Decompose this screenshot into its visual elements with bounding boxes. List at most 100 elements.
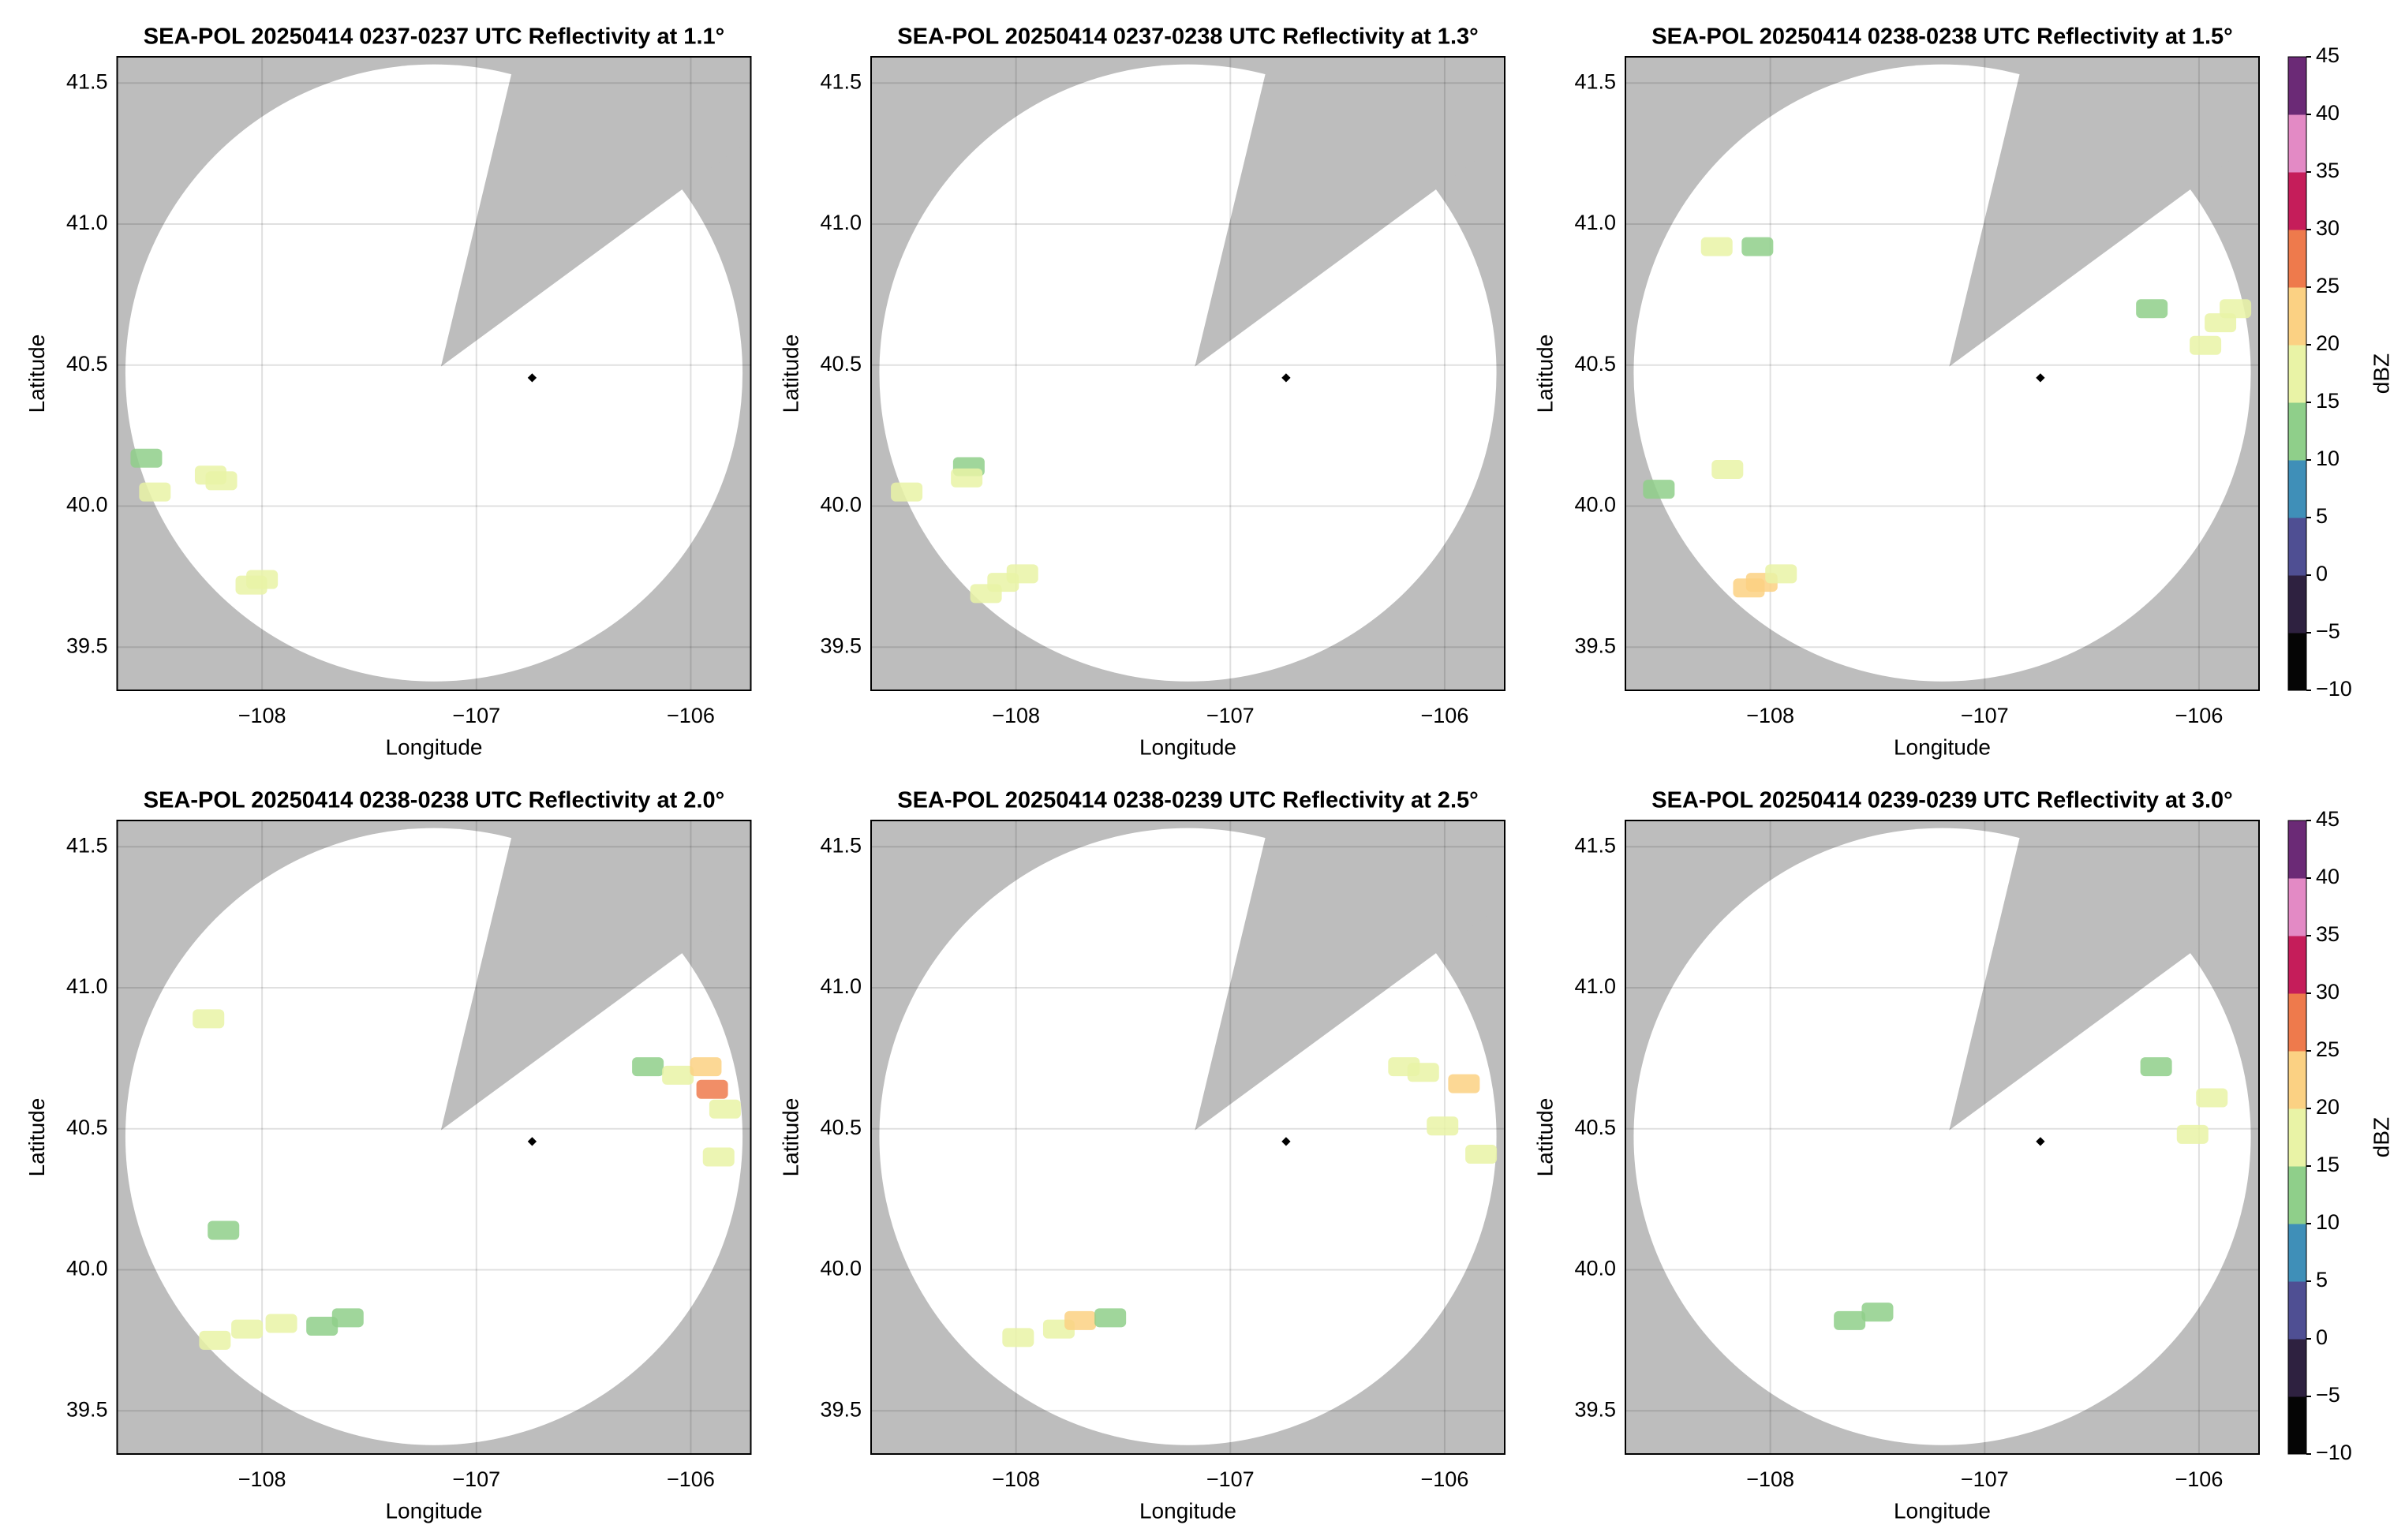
axes-frame: [1625, 820, 2260, 1455]
blocked-sector: [1195, 57, 1505, 367]
echo: [1407, 1063, 1439, 1082]
y-tick-label: 41.0: [820, 974, 862, 998]
y-tick-label: 39.5: [820, 1397, 862, 1421]
panel: −108 −107 −106 39.5 40.0 40.5 41.0 41.5 SEA-POL …: [1532, 788, 2393, 1523]
colorbar-tick-label: 35: [2316, 922, 2340, 946]
echo: [1465, 1144, 1498, 1164]
colorbar-segment: [2288, 575, 2306, 634]
y-tick-label: 41.5: [66, 833, 108, 857]
x-tick-label: −106: [2175, 1467, 2224, 1491]
colorbar-tick-label: 5: [2316, 504, 2328, 528]
y-tick-label: 41.5: [1574, 833, 1616, 857]
plot-area: [871, 57, 1505, 690]
radar-site: [527, 373, 537, 383]
colorbar-tick-label: 45: [2316, 43, 2340, 67]
echo: [1700, 237, 1733, 256]
colorbar-segment: [2288, 402, 2306, 461]
echo: [1834, 1310, 1866, 1330]
echo: [696, 1079, 728, 1099]
colorbar-segment: [2288, 460, 2306, 518]
colorbar-frame: [2287, 820, 2307, 1455]
plot-area: [1625, 820, 2259, 1454]
echo: [246, 570, 279, 589]
y-tick-label: 41.5: [66, 69, 108, 93]
x-tick-label: −108: [992, 1467, 1040, 1491]
x-axis-label: Longitude: [1139, 734, 1236, 759]
y-axis-label: Latitude: [1532, 335, 1557, 413]
colorbar-segment: [2288, 287, 2306, 346]
colorbar-segment: [2288, 993, 2306, 1052]
colorbar-segment: [2288, 1224, 2306, 1282]
y-tick-label: 39.5: [66, 634, 108, 657]
y-tick-label: 40.5: [66, 1116, 108, 1139]
echo: [130, 448, 163, 468]
x-axis-label: Longitude: [1139, 1498, 1236, 1523]
x-tick-label: −108: [1746, 704, 1794, 727]
colorbar-segment: [2288, 57, 2306, 115]
y-axis-label: Latitude: [778, 1098, 802, 1177]
y-tick-label: 40.0: [1574, 493, 1616, 517]
echo: [1711, 460, 1744, 480]
y-tick-label: 40.5: [1574, 1116, 1616, 1139]
echo: [702, 1147, 735, 1167]
y-tick-label: 41.0: [66, 974, 108, 998]
axes-frame: [1625, 56, 2260, 691]
echo: [1094, 1308, 1127, 1328]
y-tick-label: 40.5: [820, 352, 862, 376]
radar-site: [2036, 1137, 2045, 1146]
echo: [1064, 1310, 1097, 1330]
echo: [2140, 1057, 2172, 1077]
colorbar-segment: [2288, 1339, 2306, 1397]
colorbar-tick-label: −5: [2316, 1383, 2340, 1407]
x-tick-label: −106: [667, 1467, 715, 1491]
colorbar-tick-label: 25: [2316, 274, 2340, 297]
axes-frame: [116, 820, 752, 1455]
echo: [709, 1099, 741, 1119]
y-tick-label: 40.0: [820, 1257, 862, 1280]
echo: [1765, 564, 1797, 584]
panel: −108 −107 −106 39.5 40.0 40.5 41.0 41.5 SEA-POL …: [778, 24, 1505, 759]
blocked-sector: [440, 57, 751, 367]
chart-title: SEA-POL 20250414 0239-0239 UTC Reflectiv…: [1651, 788, 2232, 813]
x-tick-label: −107: [452, 704, 500, 727]
echo: [632, 1057, 664, 1077]
colorbar-tick-label: 35: [2316, 159, 2340, 182]
echo: [2136, 299, 2168, 319]
echo: [891, 482, 923, 502]
colorbar-tick-label: 10: [2316, 1210, 2340, 1234]
blocked-sector: [1949, 57, 2259, 367]
panel: −108 −107 −106 39.5 40.0 40.5 41.0 41.5 SEA-POL …: [778, 788, 1505, 1523]
colorbar-segment: [2288, 1051, 2306, 1109]
radar-site: [527, 1137, 537, 1146]
colorbar-tick-label: 0: [2316, 562, 2328, 585]
x-tick-label: −107: [452, 1467, 500, 1491]
echo: [951, 468, 983, 488]
x-tick-label: −106: [1421, 1467, 1469, 1491]
x-tick-label: −106: [2175, 704, 2224, 727]
colorbar-segment: [2288, 633, 2306, 691]
echo: [1002, 1328, 1034, 1348]
echo: [139, 482, 171, 502]
x-tick-label: −107: [1961, 1467, 2009, 1491]
colorbar-tick-label: −10: [2316, 677, 2352, 701]
x-tick-label: −107: [1206, 704, 1255, 727]
radar-site: [1281, 1137, 1291, 1146]
y-axis-label: Latitude: [24, 335, 49, 413]
y-tick-label: 41.5: [1574, 69, 1616, 93]
y-tick-label: 39.5: [820, 634, 862, 657]
x-axis-label: Longitude: [385, 734, 482, 759]
colorbar-tick-label: −5: [2316, 619, 2340, 643]
y-tick-label: 41.5: [820, 69, 862, 93]
plot-area: [1625, 57, 2259, 690]
colorbar-segment: [2288, 518, 2306, 576]
colorbar-tick-label: 20: [2316, 1095, 2340, 1119]
y-tick-label: 40.5: [820, 1116, 862, 1139]
colorbar-segment: [2288, 345, 2306, 403]
y-axis-label: Latitude: [1532, 1098, 1557, 1177]
colorbar-tick-label: 40: [2316, 101, 2340, 125]
x-tick-label: −108: [238, 704, 286, 727]
colorbar-label: dBZ: [2369, 353, 2393, 394]
echo: [2220, 299, 2252, 319]
x-tick-label: −108: [238, 1467, 286, 1491]
